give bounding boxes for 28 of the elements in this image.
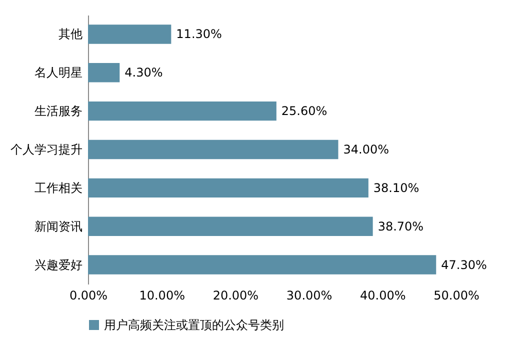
x-tick-label: 10.00% (139, 288, 185, 302)
y-tick-label: 名人明星 (34, 66, 82, 80)
bar (88, 101, 276, 121)
data-label: 34.00% (343, 142, 390, 156)
bar (88, 216, 373, 236)
x-tick-label: 40.00% (360, 288, 406, 302)
y-tick-label: 新闻资讯 (34, 219, 82, 234)
x-tick-label: 0.00% (69, 288, 108, 302)
data-label: 38.10% (373, 180, 420, 195)
bar (88, 140, 338, 160)
bar (88, 24, 172, 44)
bar (88, 63, 120, 82)
bar (88, 255, 436, 274)
data-label: 4.30% (124, 66, 163, 80)
y-tick-label: 其他 (58, 27, 82, 42)
data-label: 25.60% (281, 104, 328, 118)
y-tick-label: 工作相关 (34, 180, 82, 195)
data-label: 38.70% (378, 219, 424, 234)
legend-label: 用户高频关注或置顶的公众号类别 (104, 318, 284, 332)
y-tick-label: 个人学习提升 (10, 142, 82, 156)
y-tick-label: 兴趣爱好 (34, 258, 82, 272)
x-tick-label: 20.00% (212, 288, 259, 302)
x-tick-label: 30.00% (286, 288, 332, 302)
data-label: 47.30% (441, 258, 487, 272)
x-tick-label: 50.00% (434, 288, 480, 302)
y-tick-label: 生活服务 (34, 104, 82, 118)
data-label: 11.30% (176, 27, 222, 42)
bar (88, 178, 368, 198)
